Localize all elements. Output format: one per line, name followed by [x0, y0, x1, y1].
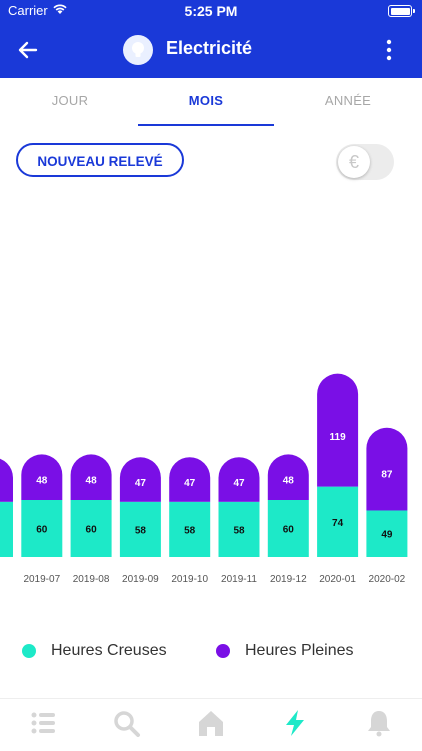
euro-icon: €: [338, 146, 370, 178]
bar-offpeak-label: 74: [332, 518, 344, 529]
bar-2020-02: 87 49: [366, 427, 408, 557]
bar-offpeak-label: 58: [184, 525, 196, 536]
bar-peak-2019-12: [267, 454, 309, 500]
bar-peak-label: 47: [135, 478, 147, 489]
x-tick-label: 2019-11: [221, 574, 257, 585]
bar-peak-2019-11: [218, 457, 260, 502]
bar-offpeak-2019-12: [267, 500, 309, 557]
bar-offpeak-2019-06: [0, 501, 13, 557]
tab-day[interactable]: JOUR: [51, 93, 89, 108]
status-bar: Carrier 5:25 PM: [0, 0, 422, 22]
legend-label-off-peak: Heures Creuses: [51, 642, 167, 659]
home-icon[interactable]: [196, 709, 226, 737]
battery-icon: [388, 5, 415, 17]
bar-peak-label: 119: [330, 432, 347, 443]
bar-offpeak-2019-08: [70, 500, 112, 557]
bar-peak-label: 48: [283, 475, 295, 486]
bottom-navigation: [0, 698, 422, 751]
chart-legend: Heures Creuses Heures Pleines: [0, 636, 422, 666]
bar-offpeak-2019-11: [218, 501, 260, 557]
new-reading-button[interactable]: NOUVEAU RELEVÉ: [16, 143, 184, 177]
bar-2019-11: 47 58: [218, 457, 260, 557]
x-tick-label: 2019-10: [171, 574, 208, 585]
status-time: 5:25 PM: [184, 3, 238, 19]
bar-offpeak-label: 49: [381, 530, 393, 541]
bar-2019-08: 48 60: [70, 454, 112, 557]
app-bar: Electricité: [0, 22, 422, 78]
x-tick-label: 2019-07: [23, 574, 60, 585]
legend-dot-off-peak: [22, 644, 36, 658]
bar-peak-2020-01: [317, 373, 359, 487]
bar-peak-label: 48: [36, 475, 48, 486]
tab-month[interactable]: MOIS: [188, 93, 224, 108]
bar-peak-2019-06: [0, 458, 13, 502]
bar-peak-label: 48: [86, 475, 98, 486]
bar-offpeak-label: 58: [135, 525, 147, 536]
tab-year[interactable]: ANNÉE: [324, 93, 372, 108]
bar-peak-2019-10: [169, 457, 211, 502]
period-tabs: JOUR MOIS ANNÉE: [0, 78, 422, 126]
active-tab-indicator: [138, 124, 274, 126]
legend-label-peak: Heures Pleines: [245, 642, 354, 659]
back-arrow-icon[interactable]: [14, 36, 42, 64]
more-vertical-icon[interactable]: [386, 36, 392, 64]
bar-peak-2019-09: [119, 457, 161, 502]
wifi-icon: [53, 4, 67, 14]
x-tick-label: 2020-01: [319, 574, 356, 585]
bar-2019-09: 47 58: [119, 457, 161, 557]
bar-offpeak-label: 58: [233, 525, 245, 536]
bar-peak-label: 47: [233, 478, 245, 489]
bar-2019-07: 48 60: [21, 454, 63, 557]
bar-offpeak-label: 60: [36, 525, 48, 536]
bar-peak-label: 87: [381, 469, 393, 480]
lightning-icon[interactable]: [280, 709, 310, 737]
x-tick-label: 2019-09: [122, 574, 159, 585]
x-tick-label: 2020-02: [369, 574, 406, 585]
bar-2019-06: [0, 458, 13, 557]
bar-offpeak-2019-07: [21, 500, 63, 557]
x-tick-label: 2019-08: [73, 574, 110, 585]
bar-offpeak-2019-10: [169, 501, 211, 557]
bar-peak-2020-02: [366, 427, 408, 511]
bell-icon[interactable]: [364, 709, 394, 737]
carrier-label: Carrier: [8, 3, 48, 18]
legend-dot-peak: [216, 644, 230, 658]
list-icon[interactable]: [28, 709, 58, 737]
page-title: Electricité: [166, 38, 253, 58]
bar-offpeak-2020-01: [317, 486, 359, 557]
lightbulb-icon: [123, 35, 153, 65]
search-icon[interactable]: [112, 709, 142, 737]
bar-offpeak-2020-02: [366, 510, 408, 557]
bar-2020-01: 119 74: [317, 373, 359, 557]
bar-peak-2019-07: [21, 454, 63, 500]
bar-peak-label: 47: [184, 478, 196, 489]
bar-peak-2019-08: [70, 454, 112, 500]
bar-offpeak-2019-09: [119, 501, 161, 557]
currency-toggle[interactable]: €: [336, 144, 394, 180]
bar-offpeak-label: 60: [86, 525, 98, 536]
x-tick-label: 2019-12: [270, 574, 307, 585]
bar-2019-12: 48 60: [267, 454, 309, 557]
bar-offpeak-label: 60: [283, 525, 295, 536]
bar-2019-10: 47 58: [169, 457, 211, 557]
